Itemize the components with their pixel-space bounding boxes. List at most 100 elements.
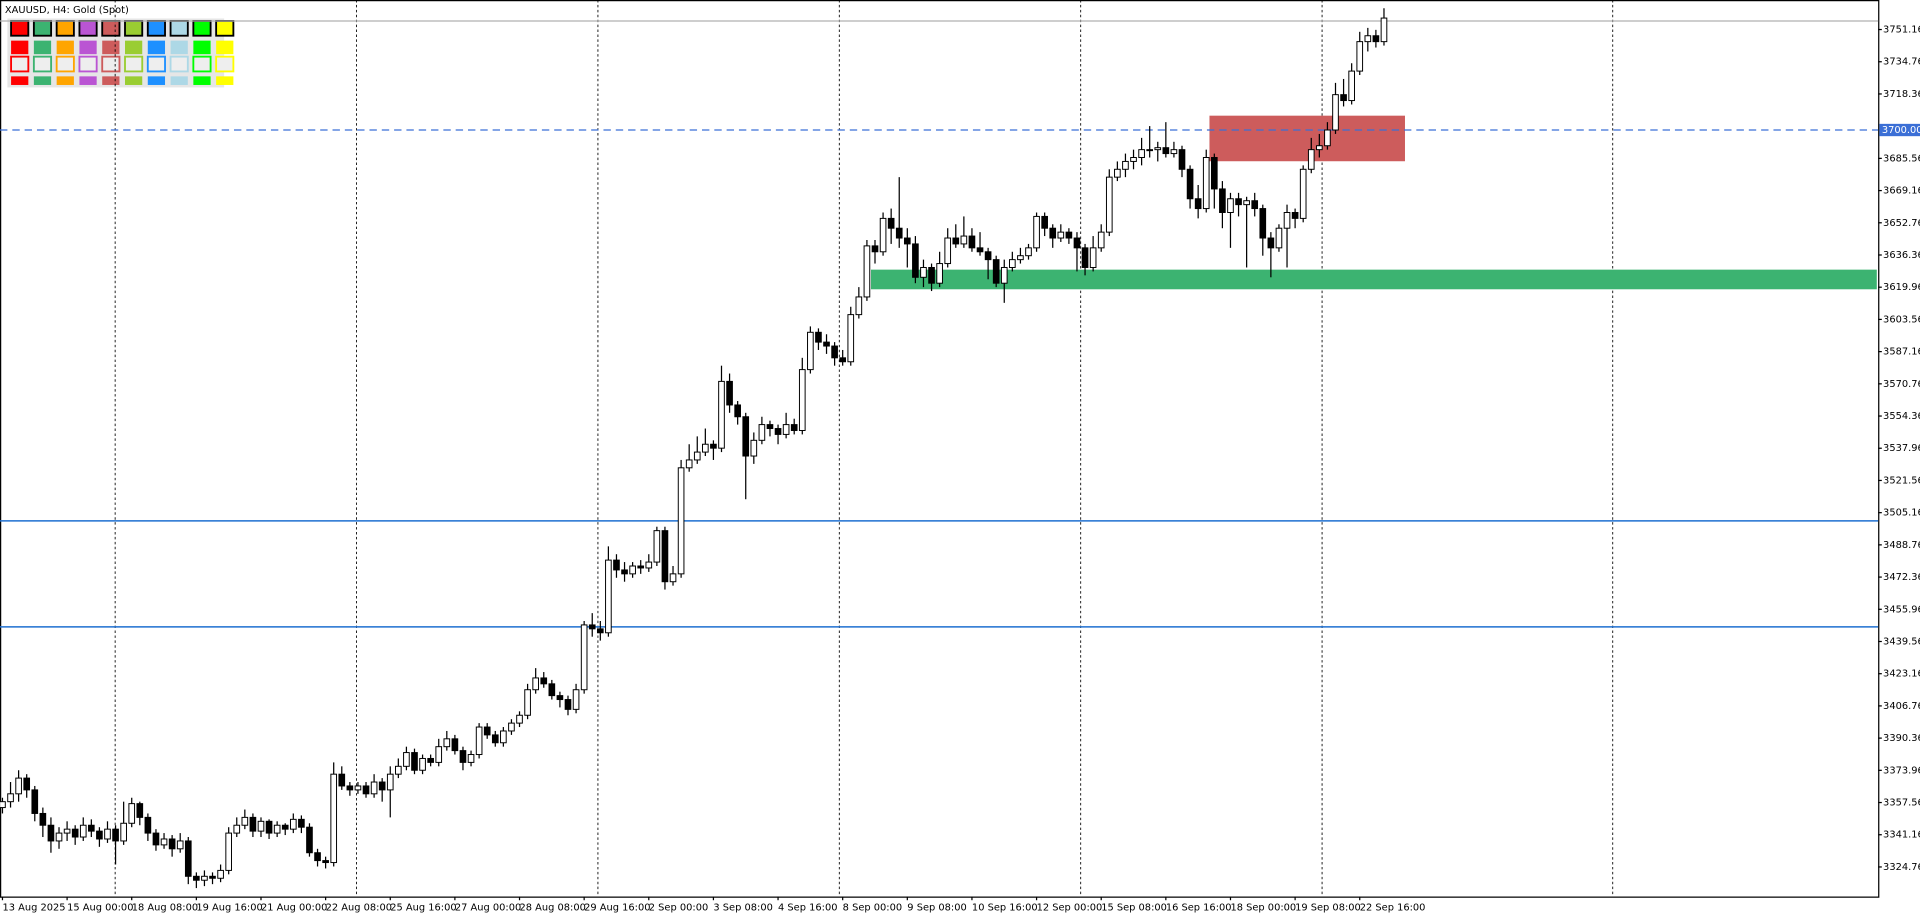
candle-body — [588, 624, 596, 630]
candle-body — [395, 765, 402, 775]
y-tick-label: 3718.36 — [1883, 89, 1920, 100]
x-tick-label: 12 Sep 00:00 — [1037, 903, 1103, 914]
x-tick-label: 19 Sep 08:00 — [1295, 903, 1361, 914]
candle-body — [871, 245, 879, 253]
candle-body — [273, 824, 281, 834]
palette-swatch[interactable] — [10, 20, 30, 37]
candle-body — [548, 683, 556, 697]
palette-swatch — [147, 76, 166, 85]
y-tick-label: 3439.56 — [1883, 636, 1920, 647]
candle-body — [580, 624, 588, 691]
candle-body — [314, 852, 321, 862]
y-tick-label: 3324.76 — [1883, 862, 1920, 873]
y-tick-label: 3488.76 — [1883, 540, 1920, 551]
palette-swatch — [193, 40, 211, 55]
candle-body — [572, 689, 580, 710]
candle-body — [774, 428, 782, 435]
candle-body — [241, 816, 249, 826]
y-tick-label: 3505.16 — [1883, 508, 1920, 519]
candle-body — [1138, 149, 1145, 158]
y-tick-label: 3636.36 — [1883, 250, 1920, 261]
palette-swatch[interactable] — [124, 20, 144, 37]
candle-body — [1089, 247, 1097, 268]
y-tick-label: 3652.76 — [1883, 218, 1920, 229]
candle-body — [1332, 94, 1339, 131]
candle-body — [863, 245, 871, 298]
candle-body — [944, 237, 952, 265]
candle-body — [467, 754, 475, 763]
y-tick-label: 3390.36 — [1883, 733, 1920, 744]
candle-body — [298, 818, 305, 828]
x-tick-label: 10 Sep 16:00 — [972, 903, 1038, 914]
y-tick-label: 3455.96 — [1883, 604, 1920, 615]
palette-swatch[interactable] — [146, 20, 166, 37]
palette-swatch[interactable] — [101, 20, 121, 37]
candle-body — [540, 677, 548, 685]
candle-body — [1307, 149, 1315, 170]
candle-body — [855, 296, 863, 316]
candle-body — [152, 832, 160, 846]
palette-swatch[interactable] — [169, 20, 189, 37]
x-tick-label: 4 Sep 16:00 — [778, 903, 837, 914]
palette-swatch — [79, 40, 97, 55]
candle-body — [1186, 168, 1194, 200]
candle-body — [1009, 259, 1016, 268]
candle-body — [750, 439, 758, 457]
candle-body — [338, 773, 346, 787]
candle-body — [128, 803, 136, 824]
candle-body — [1227, 198, 1234, 213]
y-tick-label: 3570.76 — [1883, 379, 1920, 390]
candle-body — [1251, 200, 1259, 210]
candle-body — [403, 752, 410, 767]
candle-body — [702, 443, 709, 453]
y-tick-label: 3423.16 — [1883, 669, 1920, 680]
candle-body — [217, 869, 224, 879]
candle-body — [903, 237, 911, 245]
palette-swatch — [125, 76, 143, 85]
candle-body — [1316, 145, 1323, 151]
candle-body — [669, 573, 677, 583]
palette-swatch — [216, 76, 234, 85]
candle-body — [758, 424, 766, 441]
candle-body — [782, 424, 790, 435]
palette-swatch[interactable] — [55, 20, 75, 37]
candle-body — [427, 757, 434, 763]
candle-body — [39, 812, 47, 826]
candle-body — [233, 824, 241, 834]
candle-body — [596, 628, 604, 634]
candle-body — [1259, 208, 1267, 239]
candle-body — [63, 828, 71, 834]
candle-body — [879, 217, 887, 253]
palette-swatch[interactable] — [215, 20, 235, 37]
candle-body — [693, 451, 701, 461]
candle-body — [71, 828, 79, 838]
palette-swatch — [32, 55, 53, 73]
palette-swatch[interactable] — [78, 20, 98, 37]
x-tick-label: 18 Aug 08:00 — [132, 903, 198, 914]
palette-swatch[interactable] — [192, 20, 212, 37]
candle-body — [47, 824, 55, 842]
candle-body — [790, 424, 798, 431]
candle-body — [798, 369, 806, 431]
candle-body — [1041, 215, 1048, 229]
palette-swatch[interactable] — [32, 20, 53, 37]
candle-body — [1324, 129, 1331, 147]
candle-body — [645, 561, 653, 569]
y-tick-label: 3537.96 — [1883, 443, 1920, 454]
candle-body — [1049, 227, 1057, 239]
candle-body — [201, 875, 208, 881]
palette-swatch — [102, 76, 120, 85]
palette-swatch — [193, 76, 211, 85]
x-tick-label: 3 Sep 08:00 — [713, 903, 772, 914]
y-tick-label: 3472.36 — [1883, 572, 1920, 583]
candle-body — [225, 832, 233, 871]
y-tick-label: 3554.36 — [1883, 411, 1920, 422]
price-line-label: 3700.00 — [1882, 125, 1920, 136]
candle-body — [136, 803, 144, 818]
candle-body — [807, 331, 814, 371]
candle-body — [289, 818, 297, 830]
palette-swatch — [146, 55, 166, 73]
color-palette[interactable] — [7, 18, 235, 88]
palette-swatch — [11, 40, 29, 55]
palette-swatch — [102, 40, 120, 55]
